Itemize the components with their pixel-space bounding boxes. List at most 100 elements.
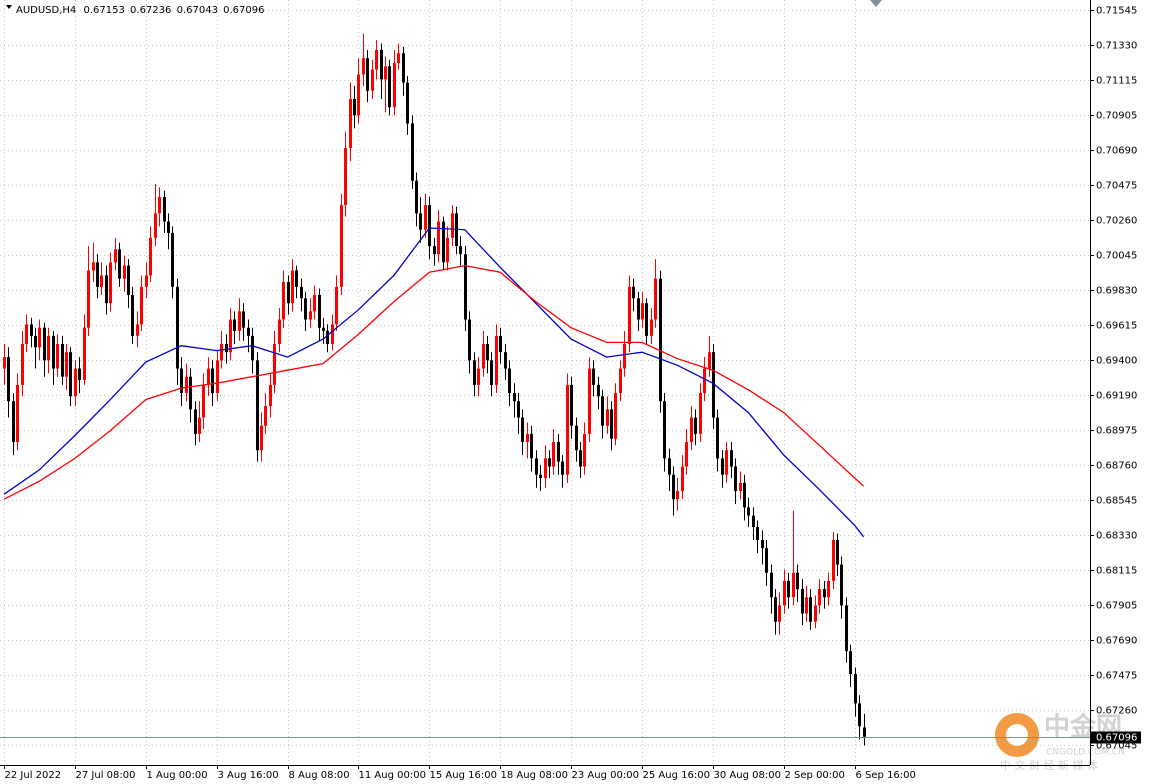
- candle-body: [149, 237, 152, 276]
- y-tick-label: 0.68330: [1096, 531, 1137, 542]
- candle-body: [442, 221, 445, 263]
- candle-body: [823, 589, 826, 598]
- y-tick-label: 0.70045: [1096, 251, 1137, 262]
- candle-body: [96, 262, 99, 287]
- candle-body: [619, 368, 622, 394]
- candle-body: [428, 205, 431, 247]
- candle-body: [357, 74, 360, 116]
- price-label: 0.67096: [1096, 733, 1137, 744]
- candle-body: [583, 433, 586, 467]
- candle-body: [273, 344, 276, 385]
- x-tick-label: 22 Jul 2022: [5, 770, 62, 781]
- candle-body: [712, 352, 715, 418]
- candle-body: [309, 311, 312, 320]
- x-tick-label: 27 Jul 08:00: [76, 770, 136, 781]
- low-value: 0.67043: [177, 5, 218, 16]
- candle-body: [136, 324, 139, 336]
- menu-icon: [6, 5, 12, 9]
- y-tick-label: 0.68975: [1096, 426, 1137, 437]
- candle-body: [743, 482, 746, 508]
- candle-body: [809, 597, 812, 622]
- candle-body: [198, 417, 201, 434]
- y-tick-label: 0.71115: [1096, 76, 1137, 87]
- candle-body: [783, 580, 786, 606]
- candle-body: [459, 246, 462, 255]
- candle-body: [473, 360, 476, 385]
- candle-body: [424, 205, 427, 230]
- y-tick-label: 0.70690: [1096, 146, 1137, 157]
- candle-body: [260, 425, 263, 451]
- candle-body: [118, 249, 121, 279]
- candle-body: [211, 368, 214, 394]
- candle-body: [725, 450, 728, 475]
- candle-body: [490, 360, 493, 385]
- x-tick-label: 3 Aug 16:00: [218, 770, 279, 781]
- candle-body: [353, 98, 356, 116]
- candle-body: [313, 295, 316, 312]
- candle-body: [30, 324, 33, 336]
- candle-body: [335, 286, 338, 325]
- watermark-site: CNGOLD.COM.CN: [1046, 748, 1125, 758]
- candle-body: [65, 352, 68, 377]
- candle-body: [145, 275, 148, 287]
- candle-body: [69, 352, 72, 397]
- x-tick-label: 25 Aug 16:00: [643, 770, 710, 781]
- candle-body: [349, 98, 352, 149]
- x-tick-label: 11 Aug 00:00: [359, 770, 426, 781]
- chart-title: AUDUSD,H4: [16, 5, 76, 16]
- candle-body: [548, 458, 551, 467]
- candle-body: [756, 526, 759, 541]
- candle-body: [362, 58, 365, 75]
- candle-body: [123, 265, 126, 279]
- candle-body: [663, 401, 666, 459]
- y-tick-label: 0.70260: [1096, 216, 1137, 227]
- candle-body: [672, 474, 675, 500]
- candle-body: [189, 376, 192, 410]
- candle-body: [326, 330, 329, 345]
- y-tick-label: 0.68545: [1096, 496, 1137, 507]
- candle-body: [256, 360, 259, 451]
- candle-body: [340, 205, 343, 287]
- candle-body: [92, 262, 95, 271]
- price-label-box: [1091, 731, 1141, 744]
- candle-body: [805, 597, 808, 614]
- y-tick-label: 0.68760: [1096, 461, 1137, 472]
- candle-body: [322, 327, 325, 331]
- y-tick-label: 0.70905: [1096, 111, 1137, 122]
- candle-body: [703, 368, 706, 394]
- axes: 0.71545 0.71330 0.71115 0.70905 0.70690 0.704…: [4, 6, 1141, 781]
- candle-body: [747, 507, 750, 516]
- candle-body: [836, 540, 839, 565]
- candle-body: [668, 458, 671, 475]
- candle-body: [388, 66, 391, 108]
- candle-body: [495, 335, 498, 385]
- candle-body: [167, 221, 170, 233]
- candle-body: [827, 580, 830, 598]
- ma-line: [3, 227, 865, 538]
- candle-body: [233, 319, 236, 331]
- candle-body: [344, 148, 347, 206]
- candle-body: [570, 384, 573, 426]
- candle-body: [637, 298, 640, 320]
- candle-body: [366, 58, 369, 91]
- candle-body: [114, 249, 117, 263]
- candle-body: [575, 425, 578, 451]
- candle-body: [676, 491, 679, 500]
- candle-body: [508, 368, 511, 394]
- y-tick-label: 0.67260: [1096, 706, 1137, 717]
- candle-body: [287, 281, 290, 304]
- candle-body: [708, 352, 711, 369]
- candle-body: [109, 262, 112, 304]
- candle-body: [295, 270, 298, 287]
- candle-body: [105, 275, 108, 304]
- candle-body: [406, 82, 409, 124]
- candle-body: [734, 466, 737, 492]
- candle-body: [269, 384, 272, 407]
- y-tick-label: 0.69190: [1096, 391, 1137, 402]
- candle-body: [185, 376, 188, 394]
- candle-body: [83, 327, 86, 380]
- candle-body: [597, 384, 600, 397]
- candle-body: [415, 180, 418, 214]
- y-tick-label: 0.67475: [1096, 671, 1137, 682]
